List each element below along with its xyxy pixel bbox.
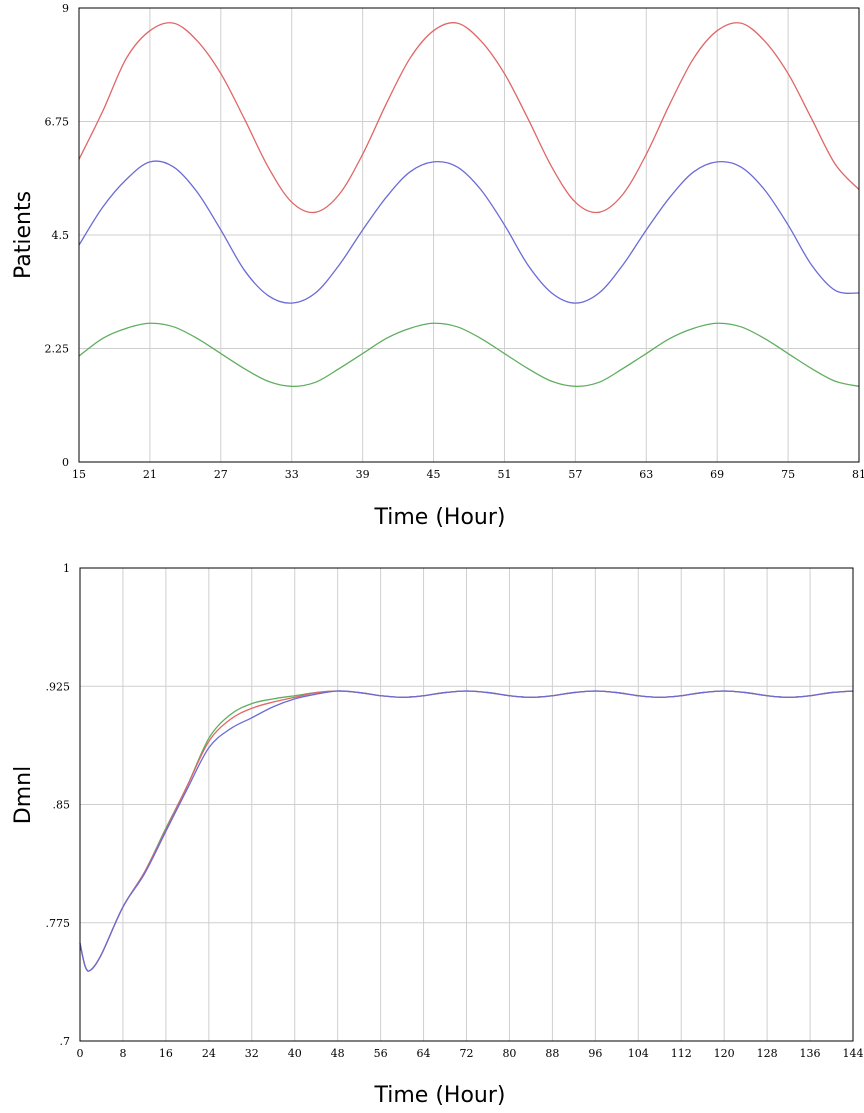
y-axis-title: Patients: [11, 191, 36, 279]
y-tick-label: 6.75: [45, 116, 70, 129]
dmnl-chart: Dmnl Time (Hour) 0 8 16 24 32 40 48 56 64 72 80 88 9…: [11, 562, 864, 1108]
x-tick-label: 39: [356, 468, 370, 481]
series-line-3: [78, 322, 860, 387]
series-line-3: [79, 690, 854, 972]
x-tick-label: 24: [202, 1047, 216, 1060]
x-tick-label: 64: [417, 1047, 431, 1060]
series-line-2: [78, 160, 860, 304]
x-tick-label: 112: [671, 1047, 692, 1060]
x-tick-label: 69: [710, 468, 724, 481]
x-tick-label: 128: [757, 1047, 778, 1060]
y-axis-title: Dmnl: [11, 766, 36, 824]
x-tick-label: 48: [331, 1047, 345, 1060]
x-tick-label: 0: [77, 1047, 84, 1060]
x-tick-label: 81: [852, 468, 864, 481]
x-tick-label: 33: [285, 468, 299, 481]
y-tick-label: 2.25: [45, 343, 70, 356]
x-tick-label: 96: [588, 1047, 602, 1060]
x-tick-label: 75: [781, 468, 795, 481]
x-tick-label: 16: [159, 1047, 173, 1060]
x-axis-title: Time (Hour): [374, 505, 506, 530]
patients-chart: Patients Time (Hour) 15 21 27 33 39 45 51 57 63 6…: [11, 2, 864, 530]
x-tick-label: 32: [245, 1047, 259, 1060]
x-tick-label: 63: [639, 468, 653, 481]
x-axis-title: Time (Hour): [374, 1083, 506, 1108]
plot-frame: [78, 7, 860, 463]
x-tick-label: 15: [72, 468, 86, 481]
x-tick-label: 104: [628, 1047, 649, 1060]
x-tick-label: 144: [843, 1047, 864, 1060]
x-tick-label: 120: [714, 1047, 735, 1060]
plot-frame: [79, 567, 854, 1042]
series-line-1: [78, 22, 860, 214]
y-tick-label: .85: [53, 799, 71, 812]
x-tick-label: 80: [502, 1047, 516, 1060]
y-tick-label: .775: [46, 917, 71, 930]
x-tick-label: 57: [568, 468, 582, 481]
y-tick-label: 9: [62, 2, 69, 15]
x-tick-label: 51: [497, 468, 511, 481]
x-tick-label: 56: [374, 1047, 388, 1060]
x-tick-label: 40: [288, 1047, 302, 1060]
x-tick-label: 21: [143, 468, 157, 481]
y-tick-label: 1: [63, 562, 70, 575]
x-tick-label: 72: [460, 1047, 474, 1060]
x-tick-label: 8: [119, 1047, 126, 1060]
x-tick-label: 88: [545, 1047, 559, 1060]
y-tick-label: .7: [60, 1035, 71, 1048]
x-tick-label: 27: [214, 468, 228, 481]
y-tick-label: .925: [46, 680, 71, 693]
x-tick-label: 45: [427, 468, 441, 481]
x-tick-label: 136: [800, 1047, 821, 1060]
y-tick-label: 0: [62, 456, 69, 469]
y-tick-label: 4.5: [52, 229, 70, 242]
